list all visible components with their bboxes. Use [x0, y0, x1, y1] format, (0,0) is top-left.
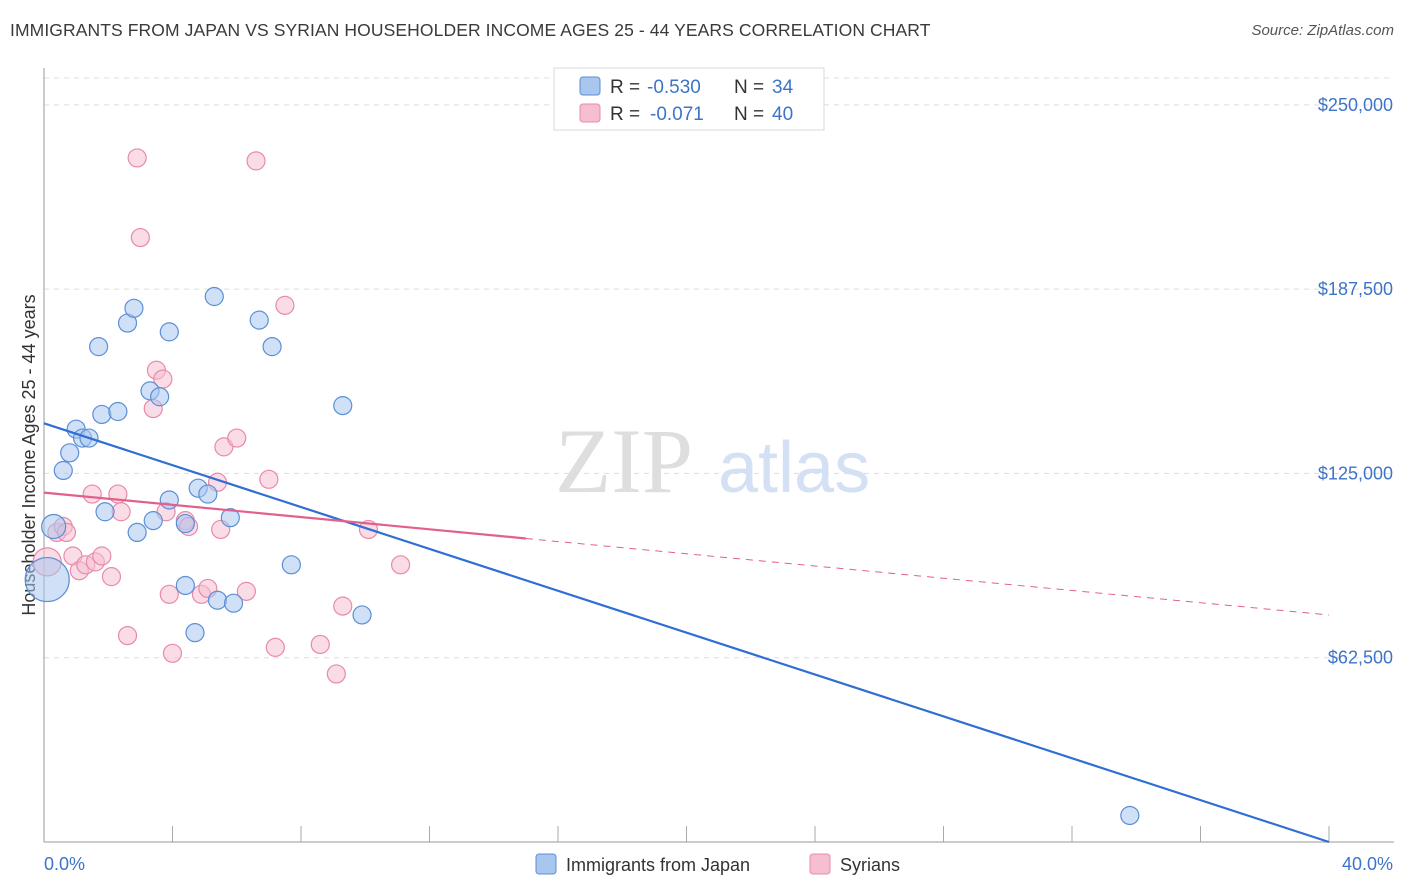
syrians-point: [310, 634, 330, 655]
japan-point: [175, 513, 195, 534]
japan-point: [92, 404, 112, 425]
syrians-point: [159, 584, 179, 604]
syrians-trendline-extension: [525, 537, 1330, 616]
watermark-atlas: atlas: [718, 428, 870, 508]
japan-point: [24, 556, 70, 603]
series-japan: [24, 286, 1140, 826]
series-syrians: [32, 148, 411, 684]
japan-point: [220, 508, 240, 528]
syrians-point: [92, 546, 112, 566]
japan-point: [127, 522, 147, 543]
japan-point: [185, 623, 205, 643]
legend-n-label: N =: [734, 104, 764, 125]
japan-point: [95, 502, 115, 522]
legend-n-value: 34: [772, 77, 794, 98]
syrians-point: [127, 148, 147, 168]
x-tick-max: 40.0%: [1342, 854, 1393, 874]
syrians-point: [390, 555, 411, 575]
syrians-point: [275, 295, 295, 315]
trendlines: [43, 422, 1330, 844]
bottom-legend: Immigrants from Japan Syrians: [535, 853, 900, 875]
legend-r-value: -0.071: [650, 104, 704, 125]
japan-point: [198, 484, 218, 504]
y-tick-label: $125,000: [1318, 463, 1393, 483]
japan-trendline: [43, 422, 1330, 844]
syrians-point: [333, 596, 353, 616]
japan-point: [150, 387, 170, 407]
y-axis-label: Householder Income Ages 25 - 44 years: [19, 294, 39, 615]
japan-point: [207, 590, 228, 610]
japan-point: [175, 575, 195, 596]
japan-point: [60, 443, 80, 463]
japan-point: [143, 511, 163, 531]
y-tick-label: $62,500: [1328, 648, 1393, 668]
syrians-point: [82, 484, 102, 504]
japan-point: [333, 396, 353, 416]
x-tick-min: 0.0%: [44, 854, 85, 874]
syrians-point: [259, 469, 279, 489]
japan-point: [262, 337, 282, 357]
syrians-point: [265, 637, 285, 657]
japan-point: [41, 513, 67, 540]
legend-swatch-japan: [579, 76, 601, 96]
legend-n-label: N =: [734, 77, 764, 98]
bottom-legend-swatch-syrians: [809, 853, 831, 875]
bottom-legend-japan: Immigrants from Japan: [566, 855, 750, 875]
syrians-point: [236, 581, 256, 601]
japan-point: [352, 605, 372, 625]
gridlines: [44, 77, 1394, 659]
watermark-zip: ZIP: [555, 410, 693, 512]
legend-r-label: R =: [610, 77, 640, 98]
y-tick-label: $187,500: [1318, 279, 1393, 299]
legend-swatch-syrians: [579, 103, 601, 123]
watermark: ZIP atlas: [555, 410, 870, 512]
japan-point: [108, 401, 128, 422]
syrians-point: [227, 428, 247, 448]
syrians-point: [246, 151, 266, 171]
japan-point: [159, 322, 179, 342]
syrians-point: [162, 643, 183, 663]
legend-r-value: -0.530: [647, 77, 701, 98]
chart-title: IMMIGRANTS FROM JAPAN VS SYRIAN HOUSEHOL…: [10, 20, 931, 40]
japan-point: [89, 337, 109, 357]
japan-point: [53, 460, 73, 481]
syrians-point: [326, 664, 346, 684]
japan-point: [159, 490, 179, 510]
syrians-trendline: [43, 491, 526, 540]
japan-point: [223, 593, 244, 613]
y-tick-label: $250,000: [1318, 95, 1393, 115]
legend: R = -0.530 N = 34 R = -0.071 N = 40: [553, 67, 825, 131]
syrians-point: [130, 227, 150, 248]
japan-point: [249, 310, 269, 330]
japan-point: [281, 555, 301, 575]
japan-point: [1120, 805, 1140, 826]
japan-point: [124, 298, 144, 318]
japan-point: [204, 286, 224, 307]
bottom-legend-syrians: Syrians: [840, 855, 900, 875]
y-tick-labels: $62,500 $125,000 $187,500 $250,000: [1318, 95, 1393, 668]
bottom-legend-swatch-japan: [535, 853, 557, 875]
syrians-point: [117, 625, 138, 646]
source-label: Source: ZipAtlas.com: [1251, 22, 1394, 39]
legend-n-value: 40: [772, 104, 793, 125]
syrians-point: [101, 567, 122, 587]
x-axis-ticks: [172, 826, 1330, 842]
legend-r-label: R =: [610, 104, 640, 125]
syrians-point: [111, 502, 131, 522]
